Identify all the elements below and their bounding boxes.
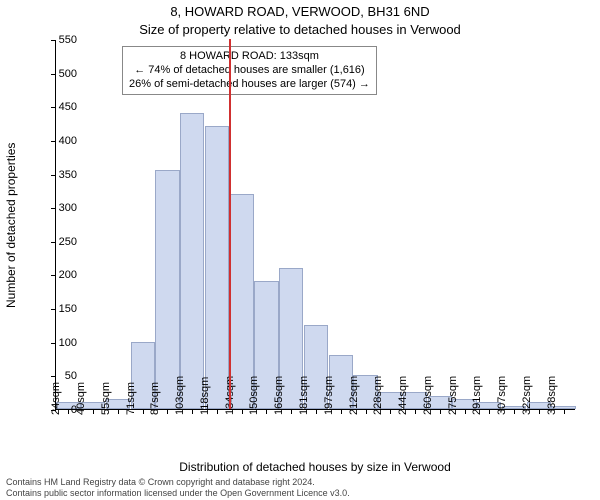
x-tick-mark xyxy=(242,409,243,414)
footer-line2: Contains public sector information licen… xyxy=(6,488,350,498)
x-tick-mark xyxy=(366,409,367,414)
x-tick-label: 103sqm xyxy=(174,376,186,415)
y-tick-mark xyxy=(51,275,56,276)
histogram-bar xyxy=(155,170,179,409)
x-tick-label: 244sqm xyxy=(397,376,409,415)
y-tick-mark xyxy=(51,376,56,377)
x-tick-label: 165sqm xyxy=(273,376,285,415)
x-tick-label: 55sqm xyxy=(100,382,112,415)
y-tick-label: 500 xyxy=(59,68,77,80)
x-tick-label: 307sqm xyxy=(496,376,508,415)
y-tick-label: 250 xyxy=(59,236,77,248)
annotation-line1: 8 HOWARD ROAD: 133sqm xyxy=(129,50,370,64)
annotation-line2: ← 74% of detached houses are smaller (1,… xyxy=(129,64,370,78)
annotation-line3: 26% of semi-detached houses are larger (… xyxy=(129,78,370,92)
x-tick-label: 291sqm xyxy=(471,376,483,415)
x-tick-label: 228sqm xyxy=(372,376,384,415)
y-tick-mark xyxy=(51,309,56,310)
x-tick-mark xyxy=(192,409,193,414)
x-tick-mark xyxy=(489,409,490,414)
chart-container: 8, HOWARD ROAD, VERWOOD, BH31 6ND Size o… xyxy=(0,0,600,500)
x-tick-label: 71sqm xyxy=(125,382,137,415)
title-line1: 8, HOWARD ROAD, VERWOOD, BH31 6ND xyxy=(0,4,600,19)
y-tick-mark xyxy=(51,74,56,75)
x-tick-mark xyxy=(514,409,515,414)
y-tick-label: 150 xyxy=(59,303,77,315)
x-tick-mark xyxy=(465,409,466,414)
annotation-box: 8 HOWARD ROAD: 133sqm ← 74% of detached … xyxy=(122,46,377,95)
x-tick-mark xyxy=(390,409,391,414)
y-axis-label: Number of detached properties xyxy=(4,40,18,410)
histogram-bar xyxy=(180,113,204,409)
x-tick-label: 322sqm xyxy=(521,376,533,415)
x-tick-label: 260sqm xyxy=(422,376,434,415)
x-tick-label: 212sqm xyxy=(348,376,360,415)
x-tick-label: 181sqm xyxy=(298,376,310,415)
y-tick-mark xyxy=(51,343,56,344)
x-tick-mark xyxy=(266,409,267,414)
y-tick-mark xyxy=(51,175,56,176)
x-tick-mark xyxy=(341,409,342,414)
x-tick-label: 197sqm xyxy=(323,376,335,415)
y-tick-mark xyxy=(51,107,56,108)
x-tick-mark xyxy=(217,409,218,414)
y-tick-mark xyxy=(51,40,56,41)
y-tick-label: 200 xyxy=(59,269,77,281)
title-line2: Size of property relative to detached ho… xyxy=(0,22,600,37)
y-tick-mark xyxy=(51,208,56,209)
y-tick-mark xyxy=(51,141,56,142)
footer-line1: Contains HM Land Registry data © Crown c… xyxy=(6,477,350,487)
y-tick-label: 350 xyxy=(59,169,77,181)
y-tick-label: 50 xyxy=(65,370,77,382)
x-tick-mark xyxy=(539,409,540,414)
x-tick-label: 24sqm xyxy=(50,382,62,415)
x-tick-mark xyxy=(316,409,317,414)
x-tick-mark xyxy=(440,409,441,414)
x-tick-mark xyxy=(291,409,292,414)
x-tick-mark xyxy=(143,409,144,414)
x-tick-mark xyxy=(564,409,565,414)
footer: Contains HM Land Registry data © Crown c… xyxy=(6,477,350,498)
y-tick-label: 400 xyxy=(59,135,77,147)
x-tick-mark xyxy=(167,409,168,414)
x-tick-label: 118sqm xyxy=(199,377,211,415)
x-tick-label: 87sqm xyxy=(149,382,161,415)
x-tick-label: 150sqm xyxy=(248,376,260,415)
plot-area: 8 HOWARD ROAD: 133sqm ← 74% of detached … xyxy=(55,40,575,410)
y-tick-label: 100 xyxy=(59,337,77,349)
x-tick-label: 275sqm xyxy=(447,376,459,415)
y-tick-label: 0 xyxy=(71,404,77,416)
x-tick-mark xyxy=(68,409,69,414)
y-tick-label: 550 xyxy=(59,34,77,46)
y-tick-mark xyxy=(51,242,56,243)
y-tick-label: 300 xyxy=(59,202,77,214)
y-tick-label: 450 xyxy=(59,101,77,113)
x-tick-label: 338sqm xyxy=(546,376,558,415)
histogram-bar xyxy=(205,126,229,409)
x-tick-mark xyxy=(93,409,94,414)
reference-line xyxy=(229,39,231,409)
x-tick-mark xyxy=(415,409,416,414)
x-axis-label: Distribution of detached houses by size … xyxy=(55,460,575,474)
x-tick-mark xyxy=(118,409,119,414)
